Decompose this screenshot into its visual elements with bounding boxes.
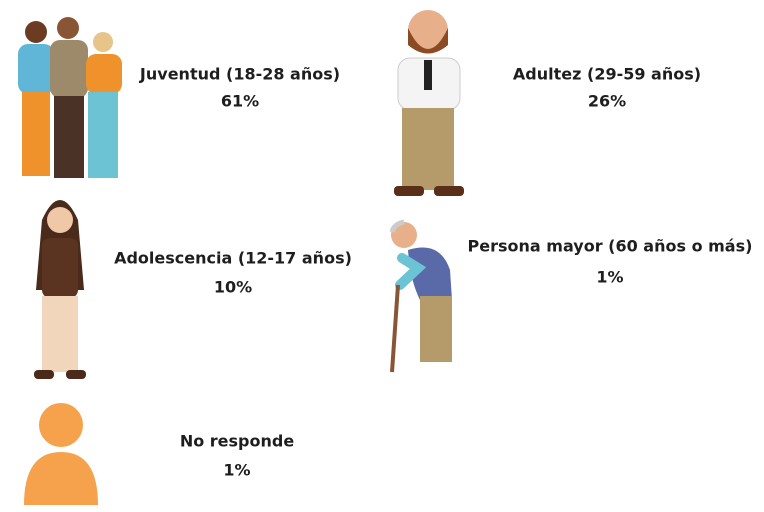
category-label: No responde [180,432,295,451]
category-label: Juventud (18-28 años) [139,65,340,84]
teen-illustration [34,200,86,379]
infographic: Juventud (18-28 años) 61% Adultez (29-59… [0,0,764,512]
category-label: Adultez (29-59 años) [513,65,701,84]
category-label: Adolescencia (12-17 años) [114,249,352,268]
category-label: Persona mayor (60 años o más) [468,237,753,256]
percent-label: 26% [588,92,626,111]
page: Juventud (18-28 años) 61% Adultez (29-59… [0,0,764,512]
percent-label: 1% [596,268,623,287]
youth-illustration [18,17,122,178]
adult-illustration [394,10,464,196]
percent-label: 10% [214,278,252,297]
percent-label: 61% [221,92,259,111]
no-response-icon [24,403,98,505]
elderly-illustration [391,222,452,372]
percent-label: 1% [223,461,250,480]
